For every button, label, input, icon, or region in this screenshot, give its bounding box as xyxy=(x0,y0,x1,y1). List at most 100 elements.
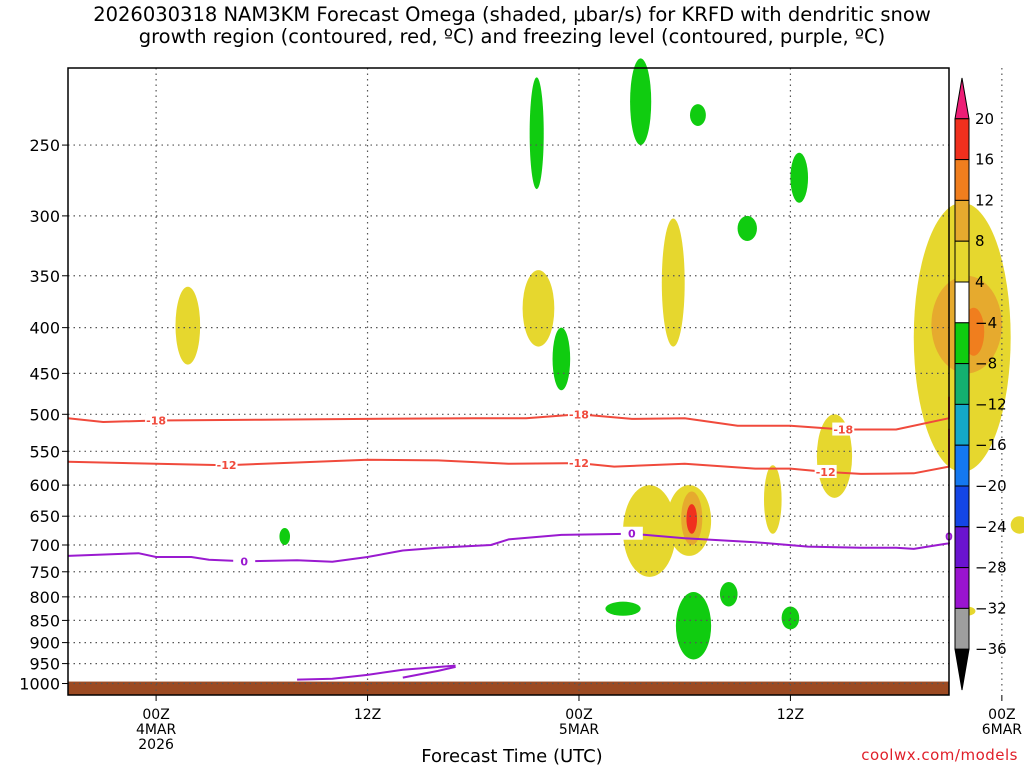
contour-label-bg xyxy=(567,456,590,470)
y-tick-label: 700 xyxy=(29,536,60,555)
y-tick-label: 500 xyxy=(29,405,60,424)
ground-fill xyxy=(68,681,949,695)
y-tick-label: 300 xyxy=(29,207,60,226)
y-tick-label: 900 xyxy=(29,634,60,653)
colorbar-segment xyxy=(954,199,970,242)
colorbar-tick-label: −20 xyxy=(975,477,1007,495)
colorbar-segment xyxy=(954,444,970,487)
chart-title: 2026030318 NAM3KM Forecast Omega (shaded… xyxy=(0,4,1024,48)
colorbar-segment xyxy=(954,485,970,528)
y-tick-label: 600 xyxy=(29,476,60,495)
colorbar-bottom-arrow xyxy=(954,648,970,691)
colorbar-tick-label: 16 xyxy=(975,151,994,169)
colorbar-tick-label: −24 xyxy=(975,518,1007,536)
x-tick-label: 12Z xyxy=(777,707,804,723)
contour-label: -18 xyxy=(146,414,166,427)
x-axis-label: Forecast Time (UTC) xyxy=(421,746,603,767)
contour-label: -18 xyxy=(833,424,853,437)
y-tick-label: 650 xyxy=(29,507,60,526)
ground-layer xyxy=(68,681,949,695)
x-tick-label: 2026 xyxy=(138,737,174,753)
colorbar-tick-label: −12 xyxy=(975,395,1007,413)
omega-colorbar: 20 16 12 8 4 −4 −8 −12 −16 −20 −24 −28 −32 −36 xyxy=(954,77,1007,691)
colorbar-tick-label: −36 xyxy=(975,640,1007,658)
colorbar-segment xyxy=(954,403,970,446)
omega-region xyxy=(279,527,291,545)
y-tick-label: 550 xyxy=(29,442,60,461)
y-tick-label: 1000 xyxy=(19,675,60,694)
omega-region xyxy=(1010,516,1024,534)
omega-region xyxy=(763,465,782,534)
x-tick-label: 00Z xyxy=(565,707,592,723)
x-tick-label: 00Z xyxy=(142,707,169,723)
colorbar-top-arrow xyxy=(954,77,970,120)
colorbar-segment xyxy=(954,526,970,569)
contour-label-bg xyxy=(215,458,238,472)
y-tick-label: 350 xyxy=(29,267,60,286)
colorbar-segment xyxy=(954,159,970,201)
contour-label: -12 xyxy=(816,466,836,479)
colorbar-tick-label: 12 xyxy=(975,191,994,209)
contour-label-bg xyxy=(233,554,256,568)
y-tick-label: 800 xyxy=(29,588,60,607)
omega-region xyxy=(623,485,676,577)
y-tick-label: 950 xyxy=(29,655,60,674)
omega-region xyxy=(781,606,800,630)
y-tick-label: 750 xyxy=(29,563,60,582)
contour-label: -12 xyxy=(217,459,237,472)
contour-label-bg xyxy=(567,407,590,421)
colorbar-segment xyxy=(954,322,970,365)
omega-region xyxy=(630,58,652,146)
omega-region xyxy=(675,591,712,660)
colorbar-tick-label: 20 xyxy=(975,110,994,128)
x-tick-label: 00Z xyxy=(988,707,1015,723)
contour-label: -12 xyxy=(569,457,589,470)
pressure-axis: 250 300 350 400 450 500 550 600 650 700 750 800 850 9… xyxy=(19,136,68,694)
colorbar-tick-label: −16 xyxy=(975,436,1007,454)
colorbar-segment xyxy=(954,567,970,609)
x-tick-label: 4MAR xyxy=(136,722,177,738)
colorbar-segment xyxy=(954,118,970,161)
omega-region xyxy=(175,286,201,365)
source-credit[interactable]: coolwx.com/models xyxy=(861,746,1018,764)
omega-region xyxy=(719,582,738,607)
omega-region xyxy=(605,601,641,616)
colorbar-tick-label: −28 xyxy=(975,559,1007,577)
omega-region xyxy=(790,152,809,203)
colorbar-tick-label: −4 xyxy=(975,314,997,332)
colorbar-segment xyxy=(954,240,970,283)
y-tick-label: 400 xyxy=(29,319,60,338)
isotherm-0 xyxy=(402,665,456,679)
colorbar-segment xyxy=(954,281,970,324)
omega-region xyxy=(552,327,571,391)
omega-region xyxy=(522,270,555,347)
omega-shading xyxy=(175,58,1024,660)
contour-label: 0 xyxy=(240,555,248,568)
omega-region xyxy=(689,104,706,126)
y-tick-label: 850 xyxy=(29,611,60,630)
isotherm--18 xyxy=(67,396,950,431)
title-line-2: growth region (contoured, red, ºC) and f… xyxy=(138,25,886,48)
contour-label-bg xyxy=(814,464,837,478)
grid-lines xyxy=(68,68,1003,695)
colorbar-tick-label: −8 xyxy=(975,355,997,373)
omega-region xyxy=(661,218,685,347)
x-tick-label: 12Z xyxy=(354,707,381,723)
colorbar-segment xyxy=(954,607,970,650)
plot-frame xyxy=(67,67,950,696)
x-tick-label: 6MAR xyxy=(982,722,1023,738)
title-line-1: 2026030318 NAM3KM Forecast Omega (shaded… xyxy=(93,3,931,26)
contour-label: -18 xyxy=(569,408,589,421)
y-tick-label: 450 xyxy=(29,364,60,383)
contour-label-bg xyxy=(145,413,168,427)
colorbar-segment xyxy=(954,363,970,405)
y-tick-label: 250 xyxy=(29,136,60,155)
isotherm-0 xyxy=(67,532,950,563)
colorbar-tick-label: −32 xyxy=(975,599,1007,617)
omega-region xyxy=(737,215,757,241)
colorbar-tick-label: 8 xyxy=(975,232,985,250)
contour-label-bg xyxy=(832,422,855,436)
isotherm-0 xyxy=(297,664,456,681)
